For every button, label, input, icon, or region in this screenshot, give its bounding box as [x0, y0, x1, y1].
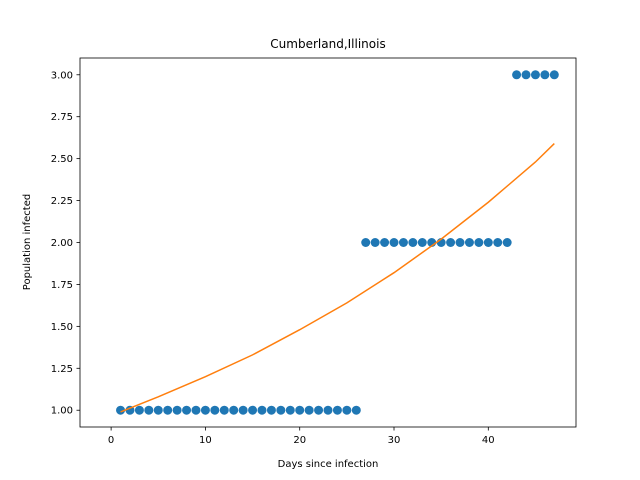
y-tick-label: 2.25 — [51, 196, 73, 207]
series-layer — [116, 70, 559, 415]
y-tick-label: 1.25 — [51, 364, 73, 375]
data-point — [210, 405, 220, 415]
y-tick-label: 2.75 — [51, 112, 73, 123]
data-point — [540, 70, 550, 80]
data-point — [144, 405, 154, 415]
x-tick-label: 0 — [108, 435, 114, 446]
y-tick-label: 3.00 — [51, 70, 73, 81]
data-point — [229, 405, 239, 415]
data-point — [257, 405, 267, 415]
data-point — [474, 238, 484, 247]
data-point — [163, 405, 173, 415]
data-point — [446, 238, 456, 247]
y-tick-label: 1.00 — [51, 406, 73, 417]
data-point — [219, 405, 229, 415]
x-tick-label: 40 — [482, 435, 495, 446]
data-point — [493, 238, 503, 247]
x-axis-label: Days since infection — [278, 459, 379, 470]
y-tick-label: 2.50 — [51, 154, 73, 165]
data-point — [455, 238, 465, 247]
data-point — [549, 70, 559, 80]
data-point — [530, 70, 540, 80]
data-point — [502, 238, 512, 247]
x-tick-label: 10 — [199, 435, 212, 446]
data-point — [276, 405, 286, 415]
data-point — [134, 405, 144, 415]
y-axis-label: Population infected — [22, 194, 33, 290]
data-point — [285, 405, 295, 415]
data-point — [389, 238, 399, 247]
data-point — [172, 405, 182, 415]
data-point — [266, 405, 276, 415]
data-point — [314, 405, 324, 415]
y-tick-label: 2.00 — [51, 238, 73, 249]
data-point — [417, 238, 427, 247]
data-point — [304, 405, 314, 415]
data-point — [483, 238, 493, 247]
data-point — [295, 405, 305, 415]
data-point — [380, 238, 390, 247]
ticks-layer: 0 10 20 30 40 1.00 1.25 1.50 1.75 2.00 2.25 2.50 2.7… — [51, 70, 495, 446]
data-point — [238, 405, 248, 415]
data-point — [116, 405, 126, 415]
x-tick-label: 30 — [388, 435, 401, 446]
data-point — [464, 238, 474, 247]
x-tick-label: 20 — [293, 435, 306, 446]
data-point — [408, 238, 418, 247]
fit-line — [120, 143, 555, 413]
data-point — [398, 238, 408, 247]
data-point — [323, 405, 333, 415]
data-point — [521, 70, 531, 80]
y-tick-label: 1.50 — [51, 322, 73, 333]
data-point — [361, 238, 371, 247]
data-point — [153, 405, 163, 415]
data-point — [512, 70, 522, 80]
data-point — [370, 238, 380, 247]
data-point — [191, 405, 201, 415]
data-point — [342, 405, 352, 415]
chart-title: Cumberland,Illinois — [270, 37, 385, 51]
y-tick-label: 1.75 — [51, 280, 73, 291]
data-point — [248, 405, 258, 415]
data-point — [182, 405, 192, 415]
data-point — [200, 405, 210, 415]
data-point — [332, 405, 342, 415]
data-point — [351, 405, 361, 415]
